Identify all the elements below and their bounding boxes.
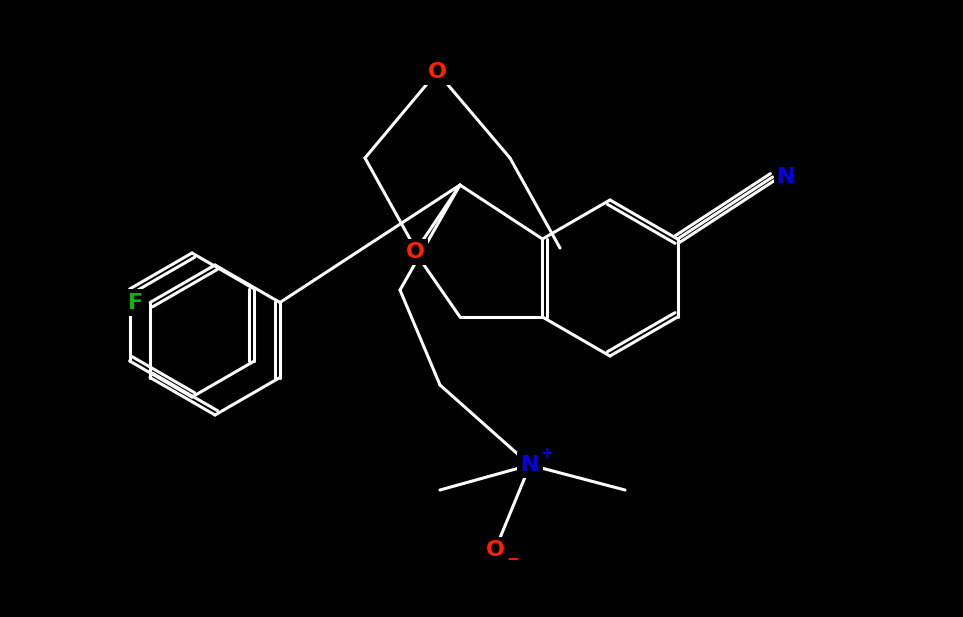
Text: O: O [428,62,447,82]
Text: +: + [540,445,554,460]
Text: F: F [128,292,143,312]
Text: N: N [521,455,539,475]
Text: O: O [485,540,505,560]
Text: N: N [777,167,795,187]
Text: −: − [507,552,519,568]
Text: O: O [405,242,425,262]
